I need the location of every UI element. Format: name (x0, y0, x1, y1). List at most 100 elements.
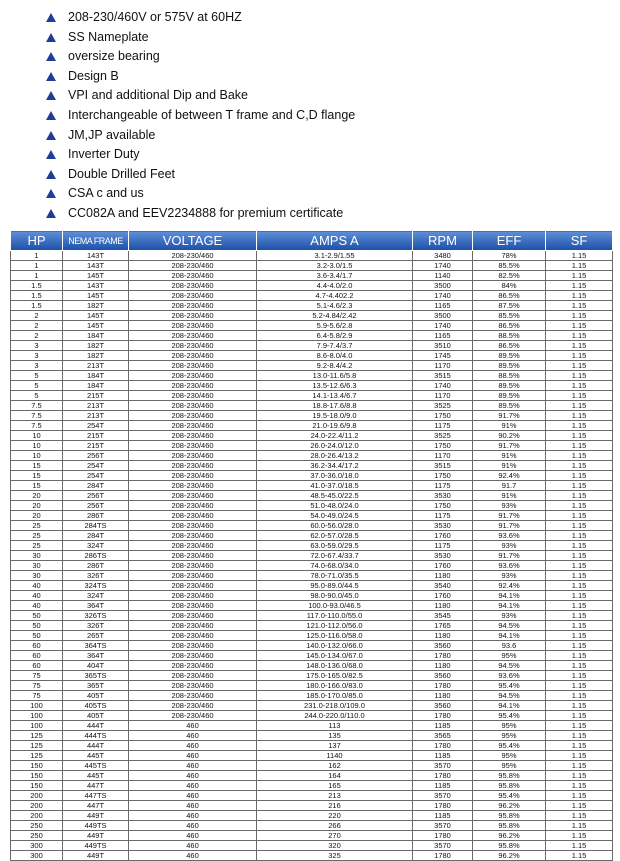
table-cell: 100 (10, 720, 63, 731)
table-cell: 51.0-48.0/24.0 (256, 500, 413, 511)
table-cell: 96.2% (472, 850, 546, 861)
table-cell: 60 (10, 640, 63, 651)
table-cell: 405TS (62, 700, 129, 711)
bullet-icon (46, 13, 56, 22)
table-cell: 143T (62, 260, 129, 271)
table-cell: 13.0-11.6/5.8 (256, 370, 413, 381)
table-cell: 85.5% (472, 260, 546, 271)
table-cell: 96.2% (472, 830, 546, 841)
table-cell: 1.15 (545, 420, 613, 431)
table-cell: 1.15 (545, 710, 613, 721)
table-cell: 1185 (412, 780, 473, 791)
table-cell: 208-230/460 (128, 510, 257, 521)
table-cell: 100.0-93.0/46.5 (256, 600, 413, 611)
table-cell: 3525 (412, 430, 473, 441)
table-cell: 7.9-7.4/3.7 (256, 340, 413, 351)
table-row: 60 404T 208-230/460 148.0-136.0/68.0 1180 94.… (10, 660, 613, 671)
table-cell: 449TS (62, 820, 129, 831)
table-cell: 95.4% (472, 790, 546, 801)
table-cell: 266 (256, 820, 413, 831)
feature-item: SS Nameplate (46, 28, 355, 48)
table-cell: 1170 (412, 360, 473, 371)
table-cell: 1.15 (545, 610, 613, 621)
table-cell: 405T (62, 710, 129, 721)
table-cell: 444TS (62, 730, 129, 741)
table-cell: 250 (10, 830, 63, 841)
table-cell: 208-230/460 (128, 670, 257, 681)
table-cell: 91.7% (472, 440, 546, 451)
table-cell: 1.5 (10, 280, 63, 291)
table-cell: 1.15 (545, 670, 613, 681)
table-cell: 1140 (256, 750, 413, 761)
table-cell: 208-230/460 (128, 390, 257, 401)
table-cell: 86.5% (472, 340, 546, 351)
table-cell: 1.15 (545, 530, 613, 541)
table-cell: 1760 (412, 530, 473, 541)
table-cell: 320 (256, 840, 413, 851)
table-cell: 1780 (412, 710, 473, 721)
table-row: 2 184T 208-230/460 6.4-5.8/2.9 1165 88.5% 1.15 (10, 330, 613, 341)
table-cell: 364TS (62, 640, 129, 651)
table-row: 150 445T 460 164 1780 95.8% 1.15 (10, 770, 613, 781)
table-cell: 208-230/460 (128, 310, 257, 321)
table-cell: 208-230/460 (128, 540, 257, 551)
bullet-icon (46, 91, 56, 101)
table-cell: 3530 (412, 550, 473, 561)
table-cell: 208-230/460 (128, 300, 257, 311)
table-cell: 3530 (412, 520, 473, 531)
table-cell: 94.1% (472, 600, 546, 611)
table-cell: 325 (256, 850, 413, 861)
table-cell: 208-230/460 (128, 250, 257, 261)
table-cell: 1.15 (545, 580, 613, 591)
table-cell: 3560 (412, 700, 473, 711)
table-cell: 254T (62, 420, 129, 431)
table-cell: 30 (10, 550, 63, 561)
table-cell: 125 (10, 750, 63, 761)
table-cell: 95.4% (472, 710, 546, 721)
table-cell: 95% (472, 750, 546, 761)
feature-item: VPI and additional Dip and Bake (46, 86, 355, 106)
table-cell: 213T (62, 360, 129, 371)
table-cell: 91.7% (472, 410, 546, 421)
table-row: 40 324TS 208-230/460 95.0-89.0/44.5 3540 92.4… (10, 580, 613, 591)
table-cell: 4.4-4.0/2.0 (256, 280, 413, 291)
table-row: 15 254T 208-230/460 36.2-34.4/17.2 3515 91% 1.… (10, 460, 613, 471)
table-cell: 208-230/460 (128, 630, 257, 641)
table-cell: 24.0-22.4/11.2 (256, 430, 413, 441)
table-cell: 184T (62, 370, 129, 381)
table-cell: 89.5% (472, 350, 546, 361)
table-cell: 143T (62, 250, 129, 261)
table-cell: 3.6-3.4/1.7 (256, 270, 413, 281)
table-cell: 460 (128, 840, 257, 851)
table-cell: 444T (62, 720, 129, 731)
table-cell: 460 (128, 790, 257, 801)
header-row: HP NEMA FRAME VOLTAGE AMPS A RPM EFF SF (10, 230, 613, 251)
table-cell: 1.15 (545, 740, 613, 751)
table-cell: 208-230/460 (128, 320, 257, 331)
table-cell: 95.4% (472, 740, 546, 751)
table-cell: 88.5% (472, 370, 546, 381)
table-cell: 1780 (412, 850, 473, 861)
table-cell: 1.15 (545, 250, 613, 261)
spec-table: HP NEMA FRAME VOLTAGE AMPS A RPM EFF SF 1 143T 2… (10, 230, 613, 861)
table-row: 3 182T 208-230/460 7.9-7.4/3.7 3510 86.5% 1.15 (10, 340, 613, 351)
feature-text: Inverter Duty (68, 147, 140, 162)
table-cell: 1.15 (545, 400, 613, 411)
table-cell: 200 (10, 810, 63, 821)
table-cell: 1.15 (545, 840, 613, 851)
table-cell: 1.15 (545, 410, 613, 421)
column-header: HP (10, 230, 63, 251)
table-cell: 3515 (412, 370, 473, 381)
table-cell: 208-230/460 (128, 600, 257, 611)
table-cell: 54.0-49.0/24.5 (256, 510, 413, 521)
table-row: 20 286T 208-230/460 54.0-49.0/24.5 1175 91.7%… (10, 510, 613, 521)
feature-text: Interchangeable of between T frame and C… (68, 107, 356, 122)
table-cell: 91% (472, 450, 546, 461)
table-cell: 254T (62, 470, 129, 481)
table-cell: 284T (62, 480, 129, 491)
table-cell: 148.0-136.0/68.0 (256, 660, 413, 671)
feature-text: 208-230/460V or 575V at 60HZ (68, 10, 242, 24)
table-cell: 3525 (412, 400, 473, 411)
table-cell: 3530 (412, 490, 473, 501)
table-row: 7.5 254T 208-230/460 21.0-19.6/9.8 1175 91% 1.… (10, 420, 613, 431)
